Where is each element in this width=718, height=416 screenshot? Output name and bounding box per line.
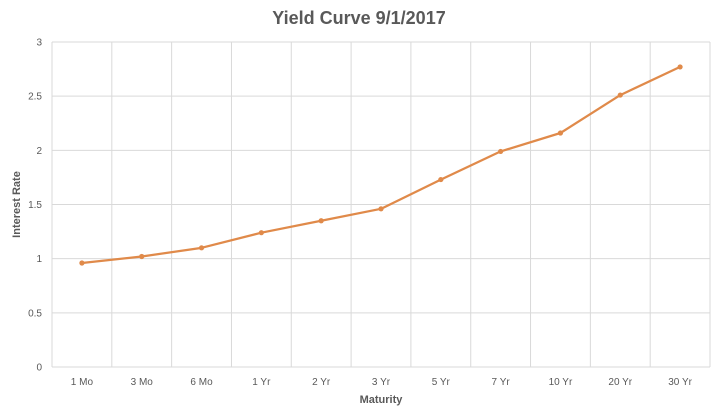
x-axis-ticks: 1 Mo 3 Mo 6 Mo 1 Yr 2 Yr 3 Yr 5 Yr 7 Yr 10 Yr 20 … (71, 377, 693, 388)
x-tick-label: 1 Mo (71, 377, 94, 388)
data-point (378, 206, 384, 212)
data-point (557, 130, 564, 136)
data-point (79, 260, 85, 266)
series-group (79, 64, 683, 266)
data-point (139, 253, 145, 260)
x-axis-title: Maturity (360, 394, 404, 406)
y-tick-label: 1.5 (28, 200, 42, 211)
data-point (318, 218, 324, 224)
x-tick-label: 7 Yr (492, 377, 511, 388)
y-tick-label: 2 (36, 146, 42, 157)
x-tick-label: 20 Yr (608, 377, 632, 388)
x-tick-label: 6 Mo (190, 377, 213, 388)
y-axis-title: Interest Rate (11, 171, 23, 238)
data-point (198, 245, 205, 251)
x-tick-label: 5 Yr (432, 377, 451, 388)
data-point (617, 92, 623, 98)
y-tick-label: 3 (36, 38, 42, 49)
y-tick-label: 0.5 (28, 308, 42, 319)
data-point (438, 176, 444, 183)
data-point (498, 148, 504, 155)
y-tick-label: 0 (36, 363, 42, 374)
chart-title: Yield Curve 9/1/2017 (272, 8, 446, 28)
y-axis-ticks: 0 0.5 1 1.5 2 2.5 3 (28, 38, 42, 374)
y-tick-label: 1 (36, 254, 42, 265)
x-tick-label: 10 Yr (549, 377, 573, 388)
x-tick-label: 30 Yr (668, 377, 692, 388)
x-tick-label: 2 Yr (312, 377, 331, 388)
data-point (258, 230, 264, 236)
x-tick-label: 3 Mo (131, 377, 154, 388)
grid-lines (51, 41, 711, 368)
x-tick-label: 3 Yr (372, 377, 391, 388)
data-point (677, 64, 683, 70)
x-tick-label: 1 Yr (252, 377, 271, 388)
y-tick-label: 2.5 (28, 92, 42, 103)
